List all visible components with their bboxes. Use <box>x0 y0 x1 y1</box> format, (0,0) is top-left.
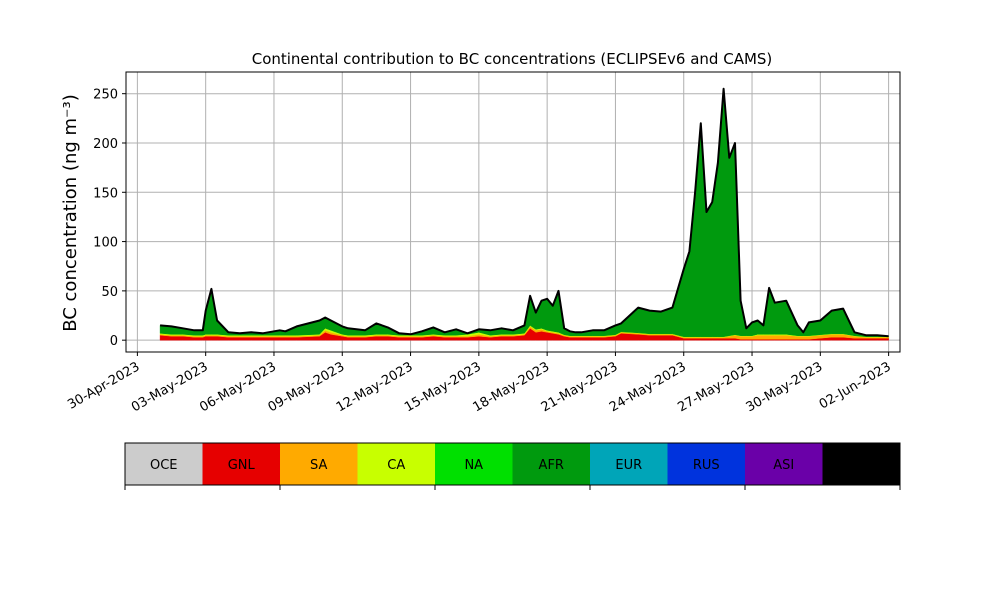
x-tick-label: 21-May-2023 <box>539 359 621 415</box>
legend-swatch-sa <box>280 443 358 485</box>
x-tick-label: 24-May-2023 <box>607 359 689 415</box>
legend-label-asi: ASI <box>773 458 794 473</box>
legend-swatch-aus <box>822 443 901 485</box>
y-tick-label: 100 <box>93 236 118 251</box>
y-axis-label: BC concentration (ng m⁻³) <box>60 94 81 332</box>
x-tick-label: 30-May-2023 <box>744 359 826 415</box>
legend-colorbar: OCE GNL SA CA NA AFR EUR RUS ASI AUS <box>124 442 901 490</box>
plot-frame <box>125 71 901 353</box>
legend-label-eur: EUR <box>615 458 642 473</box>
chart-title: Continental contribution to BC concentra… <box>252 50 773 68</box>
x-tick-label: 03-May-2023 <box>129 359 211 415</box>
grid-lines <box>126 72 900 352</box>
legend-swatch-oce <box>125 443 203 485</box>
legend-swatch-asi <box>745 443 823 485</box>
legend-label-ca: CA <box>387 458 405 473</box>
x-tick-label: 27-May-2023 <box>675 359 757 415</box>
legend-swatch-na <box>435 443 513 485</box>
legend-swatch-afr <box>512 443 591 485</box>
legend-label-aus: AUS <box>848 458 875 473</box>
y-tick-label: 0 <box>110 334 118 349</box>
total-line-group <box>160 87 889 338</box>
legend-label-sa: SA <box>310 458 327 473</box>
legend-label-rus: RUS <box>693 458 720 473</box>
x-tick-label: 15-May-2023 <box>402 359 484 415</box>
x-ticks: 30-Apr-202303-May-202306-May-202309-May-… <box>65 352 894 415</box>
x-tick-label: 06-May-2023 <box>197 359 279 415</box>
y-tick-label: 150 <box>93 186 118 201</box>
legend-label-afr: AFR <box>539 458 564 473</box>
legend-label-oce: OCE <box>150 458 178 473</box>
legend-swatch-rus <box>667 443 746 485</box>
y-tick-label: 50 <box>101 285 118 300</box>
legend-swatch-eur <box>590 443 668 485</box>
legend-swatch-gnl <box>202 443 281 485</box>
x-tick-label: 18-May-2023 <box>470 359 552 415</box>
legend-frame <box>124 442 901 486</box>
area-series-afr <box>159 88 889 337</box>
legend-label-gnl: GNL <box>228 458 256 473</box>
y-ticks: 0 50 100 150 200 250 <box>93 88 126 349</box>
legend-label-na: NA <box>464 458 483 473</box>
x-tick-label: 12-May-2023 <box>334 359 416 415</box>
y-tick-label: 250 <box>93 88 118 103</box>
total-line <box>160 87 889 338</box>
stacked-areas <box>159 88 889 341</box>
x-tick-label: 02-Jun-2023 <box>817 359 894 412</box>
legend-swatch-ca <box>357 443 436 485</box>
x-tick-label: 09-May-2023 <box>266 359 348 415</box>
y-tick-label: 200 <box>93 137 118 152</box>
